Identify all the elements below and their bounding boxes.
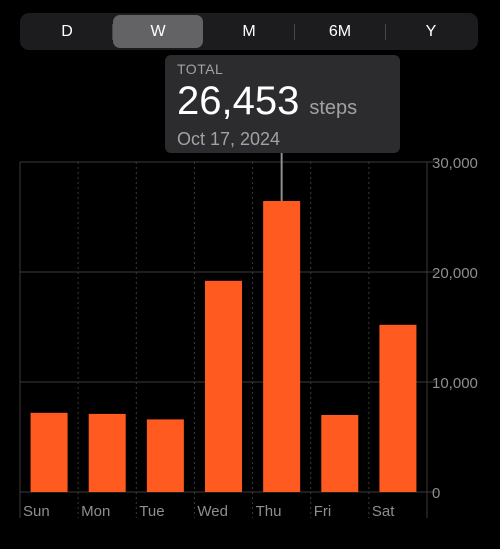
x-tick-label: Fri bbox=[314, 503, 332, 520]
y-tick-label: 10,000 bbox=[432, 375, 478, 392]
x-tick-label: Wed bbox=[197, 503, 228, 520]
x-tick-label: Tue bbox=[139, 503, 164, 520]
y-tick-label: 30,000 bbox=[432, 155, 478, 172]
tab-day[interactable]: D bbox=[61, 22, 73, 40]
segment-divider bbox=[112, 23, 113, 40]
tooltip-unit: steps bbox=[309, 97, 358, 119]
x-tick-label: Thu bbox=[256, 503, 282, 520]
tooltip-date: Oct 17, 2024 bbox=[177, 129, 281, 149]
x-tick-label: Sun bbox=[23, 503, 50, 520]
tab-year[interactable]: Y bbox=[425, 22, 437, 40]
bar-sun[interactable] bbox=[30, 412, 68, 492]
bar-sat[interactable] bbox=[379, 324, 417, 492]
tab-month[interactable]: M bbox=[242, 22, 256, 40]
y-tick-label: 0 bbox=[432, 485, 440, 502]
bar-mon[interactable] bbox=[88, 413, 126, 492]
segment-divider bbox=[294, 23, 295, 40]
tooltip-label: TOTAL bbox=[177, 61, 224, 77]
tooltip-value: 26,453 bbox=[177, 79, 300, 123]
tab-week[interactable]: W bbox=[113, 15, 203, 48]
bar-thu[interactable] bbox=[263, 201, 301, 492]
y-tick-label: 20,000 bbox=[432, 265, 478, 282]
period-selector: D W M 6M Y bbox=[20, 13, 478, 50]
bar-fri[interactable] bbox=[321, 415, 359, 492]
x-tick-label: Sat bbox=[372, 503, 395, 520]
selection-tooltip: TOTAL 26,453 steps Oct 17, 2024 bbox=[165, 55, 400, 153]
bar-tue[interactable] bbox=[146, 419, 184, 492]
bar-wed[interactable] bbox=[205, 280, 242, 492]
tab-six-months[interactable]: 6M bbox=[328, 22, 352, 40]
segment-divider bbox=[385, 23, 386, 40]
x-tick-label: Mon bbox=[81, 503, 110, 520]
